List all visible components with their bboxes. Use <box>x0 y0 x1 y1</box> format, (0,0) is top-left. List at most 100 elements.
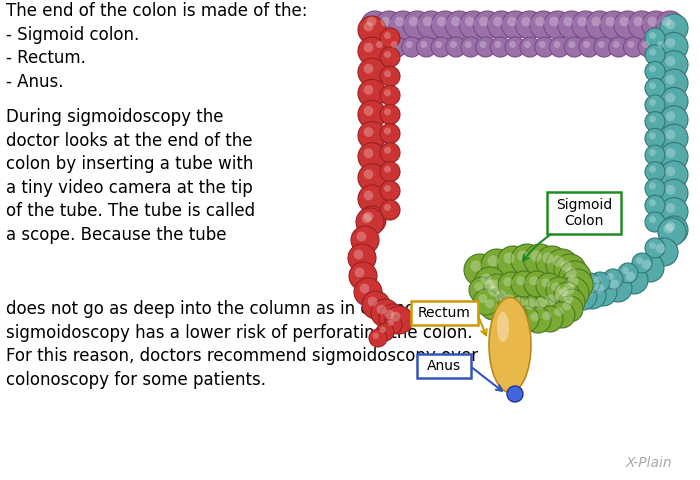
Circle shape <box>384 204 391 211</box>
Circle shape <box>372 333 379 339</box>
Circle shape <box>584 287 594 296</box>
Circle shape <box>666 38 675 48</box>
Circle shape <box>363 169 373 179</box>
Circle shape <box>542 252 554 264</box>
Circle shape <box>478 294 487 303</box>
Circle shape <box>649 32 656 39</box>
Circle shape <box>575 288 584 298</box>
Circle shape <box>451 17 461 26</box>
Circle shape <box>607 273 614 280</box>
Circle shape <box>461 37 481 57</box>
Circle shape <box>501 303 527 329</box>
Circle shape <box>660 69 688 97</box>
Circle shape <box>362 214 372 223</box>
Circle shape <box>380 181 400 201</box>
Circle shape <box>660 106 688 134</box>
Circle shape <box>554 254 586 286</box>
Circle shape <box>559 261 591 293</box>
Circle shape <box>354 250 363 259</box>
Circle shape <box>380 200 400 220</box>
Circle shape <box>549 283 581 315</box>
Circle shape <box>489 284 521 316</box>
Circle shape <box>544 11 572 39</box>
Circle shape <box>349 262 377 290</box>
Circle shape <box>545 294 557 306</box>
Circle shape <box>660 198 688 226</box>
Circle shape <box>518 311 527 320</box>
Circle shape <box>465 17 475 26</box>
Circle shape <box>377 305 386 314</box>
Circle shape <box>557 296 583 322</box>
Circle shape <box>358 143 386 171</box>
Circle shape <box>524 244 556 276</box>
Circle shape <box>620 17 629 26</box>
Circle shape <box>552 255 564 266</box>
Circle shape <box>351 226 379 254</box>
Circle shape <box>649 132 656 139</box>
Circle shape <box>513 298 524 309</box>
Circle shape <box>666 20 675 29</box>
Circle shape <box>445 11 473 39</box>
Circle shape <box>379 304 407 332</box>
Circle shape <box>666 56 675 66</box>
Circle shape <box>480 41 486 48</box>
Circle shape <box>536 298 547 309</box>
Circle shape <box>660 161 688 189</box>
Circle shape <box>369 329 387 347</box>
Circle shape <box>638 37 658 57</box>
Circle shape <box>384 147 391 154</box>
Circle shape <box>561 269 593 301</box>
Circle shape <box>363 64 373 73</box>
Circle shape <box>564 283 575 295</box>
Text: Rectum: Rectum <box>418 306 471 320</box>
Circle shape <box>437 17 447 26</box>
Circle shape <box>648 17 657 26</box>
Circle shape <box>645 128 665 148</box>
Circle shape <box>513 306 539 332</box>
Circle shape <box>380 66 400 86</box>
Circle shape <box>372 37 392 57</box>
Circle shape <box>660 216 688 244</box>
Circle shape <box>660 87 688 116</box>
Circle shape <box>549 302 575 328</box>
Circle shape <box>358 164 386 192</box>
Circle shape <box>568 41 575 48</box>
Circle shape <box>358 58 386 86</box>
Circle shape <box>507 17 517 26</box>
Circle shape <box>358 79 386 108</box>
Circle shape <box>564 17 573 26</box>
Circle shape <box>521 17 531 26</box>
Circle shape <box>409 17 419 26</box>
Circle shape <box>379 326 386 333</box>
Circle shape <box>530 11 558 39</box>
Circle shape <box>666 203 675 213</box>
Circle shape <box>469 277 495 303</box>
Circle shape <box>380 85 400 105</box>
Circle shape <box>645 179 665 199</box>
Circle shape <box>348 244 376 272</box>
Circle shape <box>536 246 568 278</box>
Circle shape <box>384 89 391 96</box>
Circle shape <box>380 28 400 48</box>
Circle shape <box>388 320 394 326</box>
Circle shape <box>475 37 496 57</box>
Circle shape <box>529 291 561 323</box>
Circle shape <box>649 49 656 56</box>
Circle shape <box>653 37 673 57</box>
Circle shape <box>649 182 656 190</box>
Circle shape <box>363 191 373 200</box>
Circle shape <box>495 304 504 313</box>
Circle shape <box>600 11 628 39</box>
Circle shape <box>524 299 536 310</box>
Circle shape <box>645 112 665 132</box>
Circle shape <box>363 106 373 116</box>
Circle shape <box>380 123 400 144</box>
Circle shape <box>361 11 389 39</box>
Circle shape <box>501 11 529 39</box>
Text: The end of the colon is made of the:
- Sigmoid colon.
- Rectum.
- Anus.: The end of the colon is made of the: - S… <box>6 2 307 91</box>
Circle shape <box>356 208 384 236</box>
Circle shape <box>503 277 512 286</box>
Circle shape <box>358 185 386 213</box>
Circle shape <box>666 130 675 140</box>
Circle shape <box>569 282 597 310</box>
